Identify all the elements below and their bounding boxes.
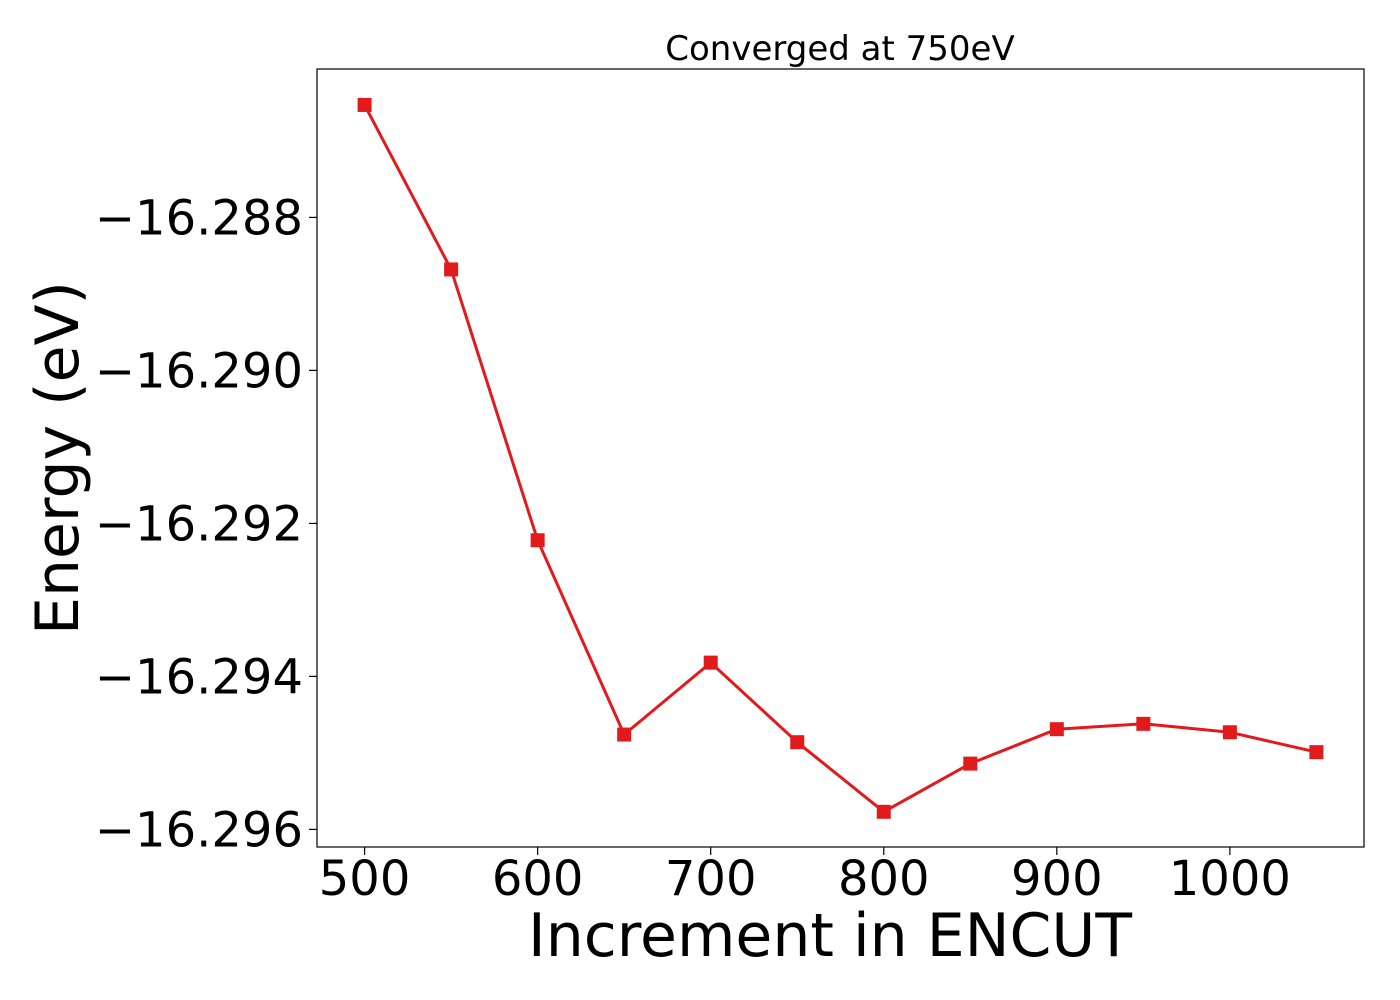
data-point xyxy=(357,97,372,112)
series-markers xyxy=(357,97,1324,819)
x-axis-ticks: 500 600 700 800 900 1000 xyxy=(319,847,1291,907)
x-tick-label: 700 xyxy=(665,851,757,907)
data-point xyxy=(1049,722,1064,737)
y-tick-label: −16.292 xyxy=(95,496,303,552)
y-tick-label: −16.294 xyxy=(95,649,303,705)
x-axis-label: Increment in ENCUT xyxy=(528,901,1132,971)
data-point xyxy=(530,533,545,548)
data-point xyxy=(1136,716,1151,731)
y-tick-label: −16.288 xyxy=(95,190,303,246)
y-tick-label: −16.290 xyxy=(95,343,303,399)
data-point xyxy=(444,262,459,277)
x-tick-label: 500 xyxy=(319,851,411,907)
data-point xyxy=(876,804,891,819)
data-point xyxy=(790,735,805,750)
x-tick-label: 1000 xyxy=(1169,851,1291,907)
chart-title: Converged at 750eV xyxy=(665,29,1014,69)
x-tick-label: 900 xyxy=(1011,851,1103,907)
data-point xyxy=(703,655,718,670)
data-point xyxy=(1309,745,1324,760)
plot-area-frame xyxy=(316,68,1365,848)
x-tick-label: 800 xyxy=(838,851,930,907)
data-point xyxy=(617,727,632,742)
data-point xyxy=(963,756,978,771)
x-tick-label: 600 xyxy=(492,851,584,907)
y-axis-label: Energy (eV) xyxy=(23,281,93,635)
y-axis-ticks: −16.288 −16.290 −16.292 −16.294 −16.296 xyxy=(95,190,317,858)
data-point xyxy=(1222,725,1237,740)
y-tick-label: −16.296 xyxy=(95,802,303,858)
series-line xyxy=(363,104,1317,814)
